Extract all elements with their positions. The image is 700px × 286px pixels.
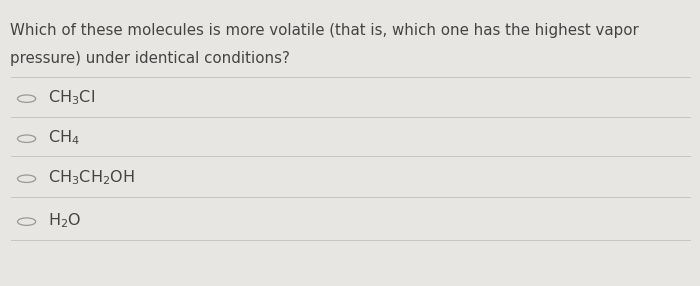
Text: pressure) under identical conditions?: pressure) under identical conditions?: [10, 51, 290, 66]
Text: Which of these molecules is more volatile (that is, which one has the highest va: Which of these molecules is more volatil…: [10, 23, 639, 38]
Text: CH$_3$CH$_2$OH: CH$_3$CH$_2$OH: [48, 168, 134, 187]
Text: CH$_4$: CH$_4$: [48, 128, 79, 147]
Text: CH$_3$Cl: CH$_3$Cl: [48, 88, 94, 107]
Text: H$_2$O: H$_2$O: [48, 211, 81, 230]
